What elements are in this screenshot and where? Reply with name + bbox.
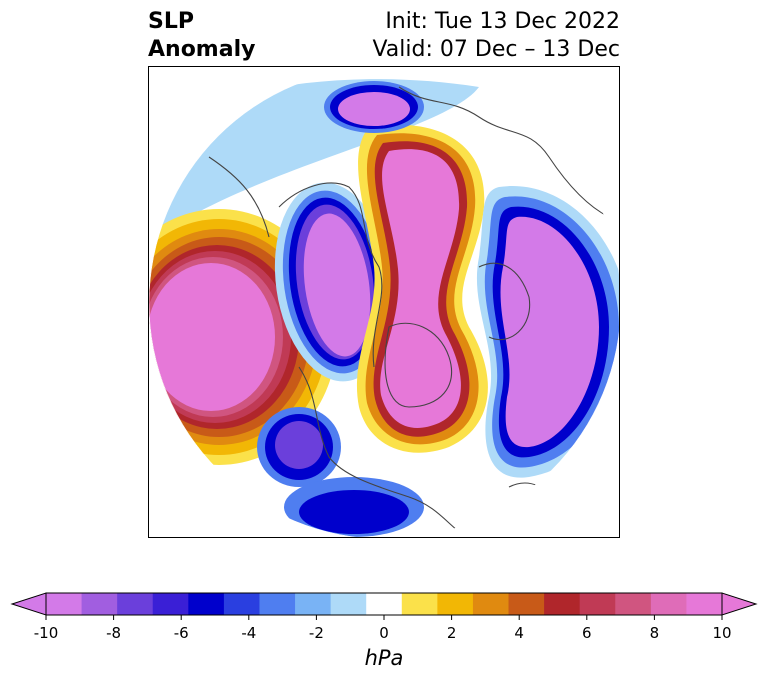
colorbar-tick-label: 6 (582, 624, 592, 642)
polar-high-anomaly (356, 124, 488, 453)
colorbar-cell (508, 593, 545, 615)
map-subtitle: Init: Tue 13 Dec 2022 Valid: 07 Dec – 13… (372, 8, 620, 64)
title-variable-type: Anomaly (148, 37, 256, 62)
colorbar (10, 592, 758, 620)
colorbar-cell (223, 593, 260, 615)
colorbar-cell (259, 593, 296, 615)
colorbar-unit-label: hPa (364, 646, 404, 670)
map-title: SLP Anomaly (148, 8, 255, 64)
eurasian-low-anomaly (476, 186, 619, 478)
colorbar-extend-high (721, 592, 758, 616)
colorbar-cell (437, 593, 474, 615)
colorbar-cell (544, 593, 581, 615)
colorbar-tick-label: 10 (712, 624, 732, 642)
anomaly-field (149, 67, 619, 537)
colorbar-cell (117, 593, 154, 615)
colorbar-extend-low (10, 592, 47, 616)
colorbar-tick-label: 4 (514, 624, 524, 642)
colorbar-tick-label: 0 (379, 624, 389, 642)
colorbar-tick-label: 8 (649, 624, 660, 642)
colorbar-cell (650, 593, 687, 615)
colorbar-tick-label: -2 (308, 624, 324, 642)
colorbar-cell (81, 593, 118, 615)
title-variable: SLP (148, 9, 194, 34)
colorbar-cell (401, 593, 438, 615)
colorbar-cell (152, 593, 189, 615)
colorbar-tick-label: -10 (33, 624, 59, 642)
west-coast-low-anomaly (257, 407, 424, 537)
colorbar-tick-label: -6 (173, 624, 189, 642)
colorbar-cell (579, 593, 616, 615)
polar-map (149, 67, 619, 537)
colorbar-cell (472, 593, 510, 615)
colorbar-tick-label: 2 (446, 624, 457, 642)
valid-period-label: Valid: 07 Dec – 13 Dec (372, 37, 620, 62)
map-panel (148, 66, 620, 538)
colorbar-cell (295, 593, 332, 615)
colorbar-cell (366, 593, 403, 615)
colorbar-cell (188, 593, 225, 615)
arctic-low-anomaly (324, 81, 424, 133)
colorbar-cell (615, 593, 652, 615)
colorbar-cell (46, 593, 83, 615)
colorbar-cell (686, 593, 723, 615)
pacific-high-anomaly (149, 209, 337, 465)
colorbar-tick-label: -8 (106, 624, 122, 642)
alaska-low-anomaly (274, 182, 394, 382)
init-time-label: Init: Tue 13 Dec 2022 (385, 9, 620, 34)
colorbar-cell (330, 593, 367, 615)
colorbar-tick-label: -4 (241, 624, 257, 642)
